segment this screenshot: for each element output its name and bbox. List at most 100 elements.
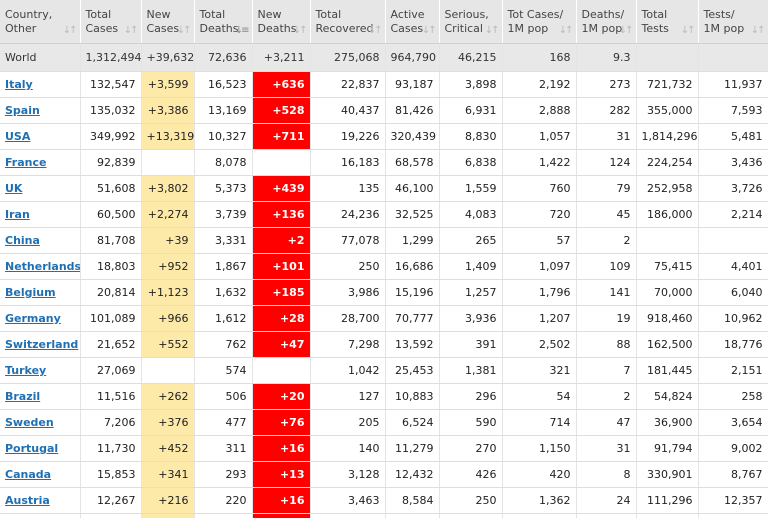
column-header-total-deaths[interactable]: Total Deaths ↓≡: [194, 0, 253, 44]
country-link-france[interactable]: France: [5, 156, 47, 169]
sort-arrows-icon[interactable]: ↓↑: [123, 25, 139, 36]
column-header-tot-cases-1m-pop[interactable]: Tot Cases/1M pop ↓↑: [502, 0, 577, 44]
country-link-iran[interactable]: Iran: [5, 208, 30, 221]
cell-total-recovered: 16,183: [310, 149, 386, 176]
cell-total-cases: 18,803: [80, 253, 142, 280]
cell-tot-cases-1m-pop: 1,150: [502, 435, 577, 462]
cell-new-cases: +216: [141, 487, 195, 514]
cell-new-cases: +341: [141, 461, 195, 488]
sort-arrows-icon[interactable]: ↓↑: [62, 25, 78, 36]
country-link-italy[interactable]: Italy: [5, 78, 33, 91]
cell-country-other: Canada: [0, 461, 81, 488]
cell-total-cases: 81,708: [80, 227, 142, 254]
column-header-new-cases[interactable]: New Cases ↓↑: [141, 0, 195, 44]
cell-deaths-1m-pop: 31: [576, 123, 637, 150]
cell-new-cases: +3,386: [141, 97, 195, 124]
cell-total-tests: 36,900: [636, 409, 699, 436]
cell-tot-cases-1m-pop: 2,502: [502, 331, 577, 358]
column-header-line1: Country,: [5, 7, 53, 21]
country-link-germany[interactable]: Germany: [5, 312, 61, 325]
column-header-tests-1m-pop[interactable]: Tests/1M pop ↓↑: [698, 0, 768, 44]
cell-deaths-1m-pop: 9.3: [576, 43, 637, 72]
column-header-line2: 1M pop: [581, 21, 623, 35]
cell-tests-1m-pop: 2,151: [698, 357, 768, 384]
country-link-netherlands[interactable]: Netherlands: [5, 260, 80, 273]
cell-total-deaths: 506: [194, 383, 253, 410]
column-header-line1: New: [257, 7, 282, 21]
country-link-spain[interactable]: Spain: [5, 104, 40, 117]
cell-active-cases: 32,525: [385, 201, 440, 228]
sort-arrows-icon[interactable]: ↓↑: [292, 25, 308, 36]
cell-total-cases: 60,500: [80, 201, 142, 228]
cell-tot-cases-1m-pop: 1,057: [502, 123, 577, 150]
country-link-uk[interactable]: UK: [5, 182, 23, 195]
cell-active-cases: 15,196: [385, 279, 440, 306]
sort-arrows-icon[interactable]: ↓↑: [421, 25, 437, 36]
country-link-portugal[interactable]: Portugal: [5, 442, 59, 455]
sort-arrows-icon[interactable]: ↓↑: [558, 25, 574, 36]
country-link-usa[interactable]: USA: [5, 130, 31, 143]
country-link-china[interactable]: China: [5, 234, 40, 247]
cell-new-cases: +952: [141, 253, 195, 280]
cell-total-cases: 135,032: [80, 97, 142, 124]
cell-tests-1m-pop: 8,767: [698, 461, 768, 488]
cell-active-cases: 320,439: [385, 123, 440, 150]
cell-serious-critical: 46,215: [439, 43, 503, 72]
country-row-austria: Austria 12,267 +216 220 +16 3,463 8,584 250 1,36…: [0, 487, 768, 514]
column-header-line1: Total: [199, 7, 226, 21]
country-link-brazil[interactable]: Brazil: [5, 390, 41, 403]
cell-new-deaths: +76: [252, 409, 311, 436]
cell-tests-1m-pop: 18,776: [698, 331, 768, 358]
country-link-belgium[interactable]: Belgium: [5, 286, 56, 299]
cell-tests-1m-pop: 3,654: [698, 409, 768, 436]
country-link-sweden[interactable]: Sweden: [5, 416, 54, 429]
cell-new-cases: [141, 357, 195, 384]
column-header-total-tests[interactable]: Total Tests ↓↑: [636, 0, 699, 44]
cell-new-cases: +262: [141, 383, 195, 410]
column-header-total-cases[interactable]: Total Cases ↓↑: [80, 0, 142, 44]
cell-serious-critical: 1,257: [439, 279, 503, 306]
country-link-canada[interactable]: Canada: [5, 468, 52, 481]
cell-tests-1m-pop: 11,937: [698, 71, 768, 98]
country-link-turkey[interactable]: Turkey: [5, 364, 47, 377]
cell-total-tests: 330,901: [636, 461, 699, 488]
partial-cell: [310, 513, 386, 518]
partial-cell: [252, 513, 311, 518]
column-header-deaths-1m-pop[interactable]: Deaths/1M pop ↓↑: [576, 0, 637, 44]
column-header-country-other[interactable]: Country, Other ↓↑: [0, 0, 81, 44]
cell-tot-cases-1m-pop: 321: [502, 357, 577, 384]
partial-cell: [80, 513, 142, 518]
sort-arrows-icon[interactable]: ↓≡: [234, 25, 250, 36]
cell-deaths-1m-pop: 7: [576, 357, 637, 384]
cell-total-deaths: 762: [194, 331, 253, 358]
cell-serious-critical: 296: [439, 383, 503, 410]
column-header-new-deaths[interactable]: New Deaths ↓↑: [252, 0, 311, 44]
sort-arrows-icon[interactable]: ↓↑: [618, 25, 634, 36]
column-header-line2: 1M pop: [507, 21, 549, 35]
column-header-serious-critical[interactable]: Serious, Critical ↓↑: [439, 0, 503, 44]
country-row-portugal: Portugal 11,730 +452 311 +16 140 11,279 270 1,15…: [0, 435, 768, 462]
partial-cell: [194, 513, 253, 518]
cell-total-deaths: 5,373: [194, 175, 253, 202]
cell-total-cases: 20,814: [80, 279, 142, 306]
column-header-total-recovered[interactable]: Total Recovered ↓↑: [310, 0, 386, 44]
cell-total-tests: 224,254: [636, 149, 699, 176]
sort-arrows-icon[interactable]: ↓↑: [484, 25, 500, 36]
country-link-austria[interactable]: Austria: [5, 494, 50, 507]
cell-total-deaths: 220: [194, 487, 253, 514]
column-header-active-cases[interactable]: Active Cases ↓↑: [385, 0, 440, 44]
sort-arrows-icon[interactable]: ↓↑: [680, 25, 696, 36]
country-link-switzerland[interactable]: Switzerland: [5, 338, 79, 351]
cell-total-tests: 91,794: [636, 435, 699, 462]
cell-deaths-1m-pop: 109: [576, 253, 637, 280]
cell-total-recovered: 40,437: [310, 97, 386, 124]
sort-arrows-icon[interactable]: ↓↑: [750, 25, 766, 36]
partial-row: [0, 513, 768, 518]
cell-country-other: Switzerland: [0, 331, 81, 358]
cell-country-other: Austria: [0, 487, 81, 514]
sort-arrows-icon[interactable]: ↓↑: [176, 25, 192, 36]
world-total-row: World 1,312,494 +39,632 72,636 +3,211 275,068…: [0, 43, 768, 72]
cell-total-recovered: 28,700: [310, 305, 386, 332]
sort-arrows-icon[interactable]: ↓↑: [367, 25, 383, 36]
cell-total-cases: 11,516: [80, 383, 142, 410]
